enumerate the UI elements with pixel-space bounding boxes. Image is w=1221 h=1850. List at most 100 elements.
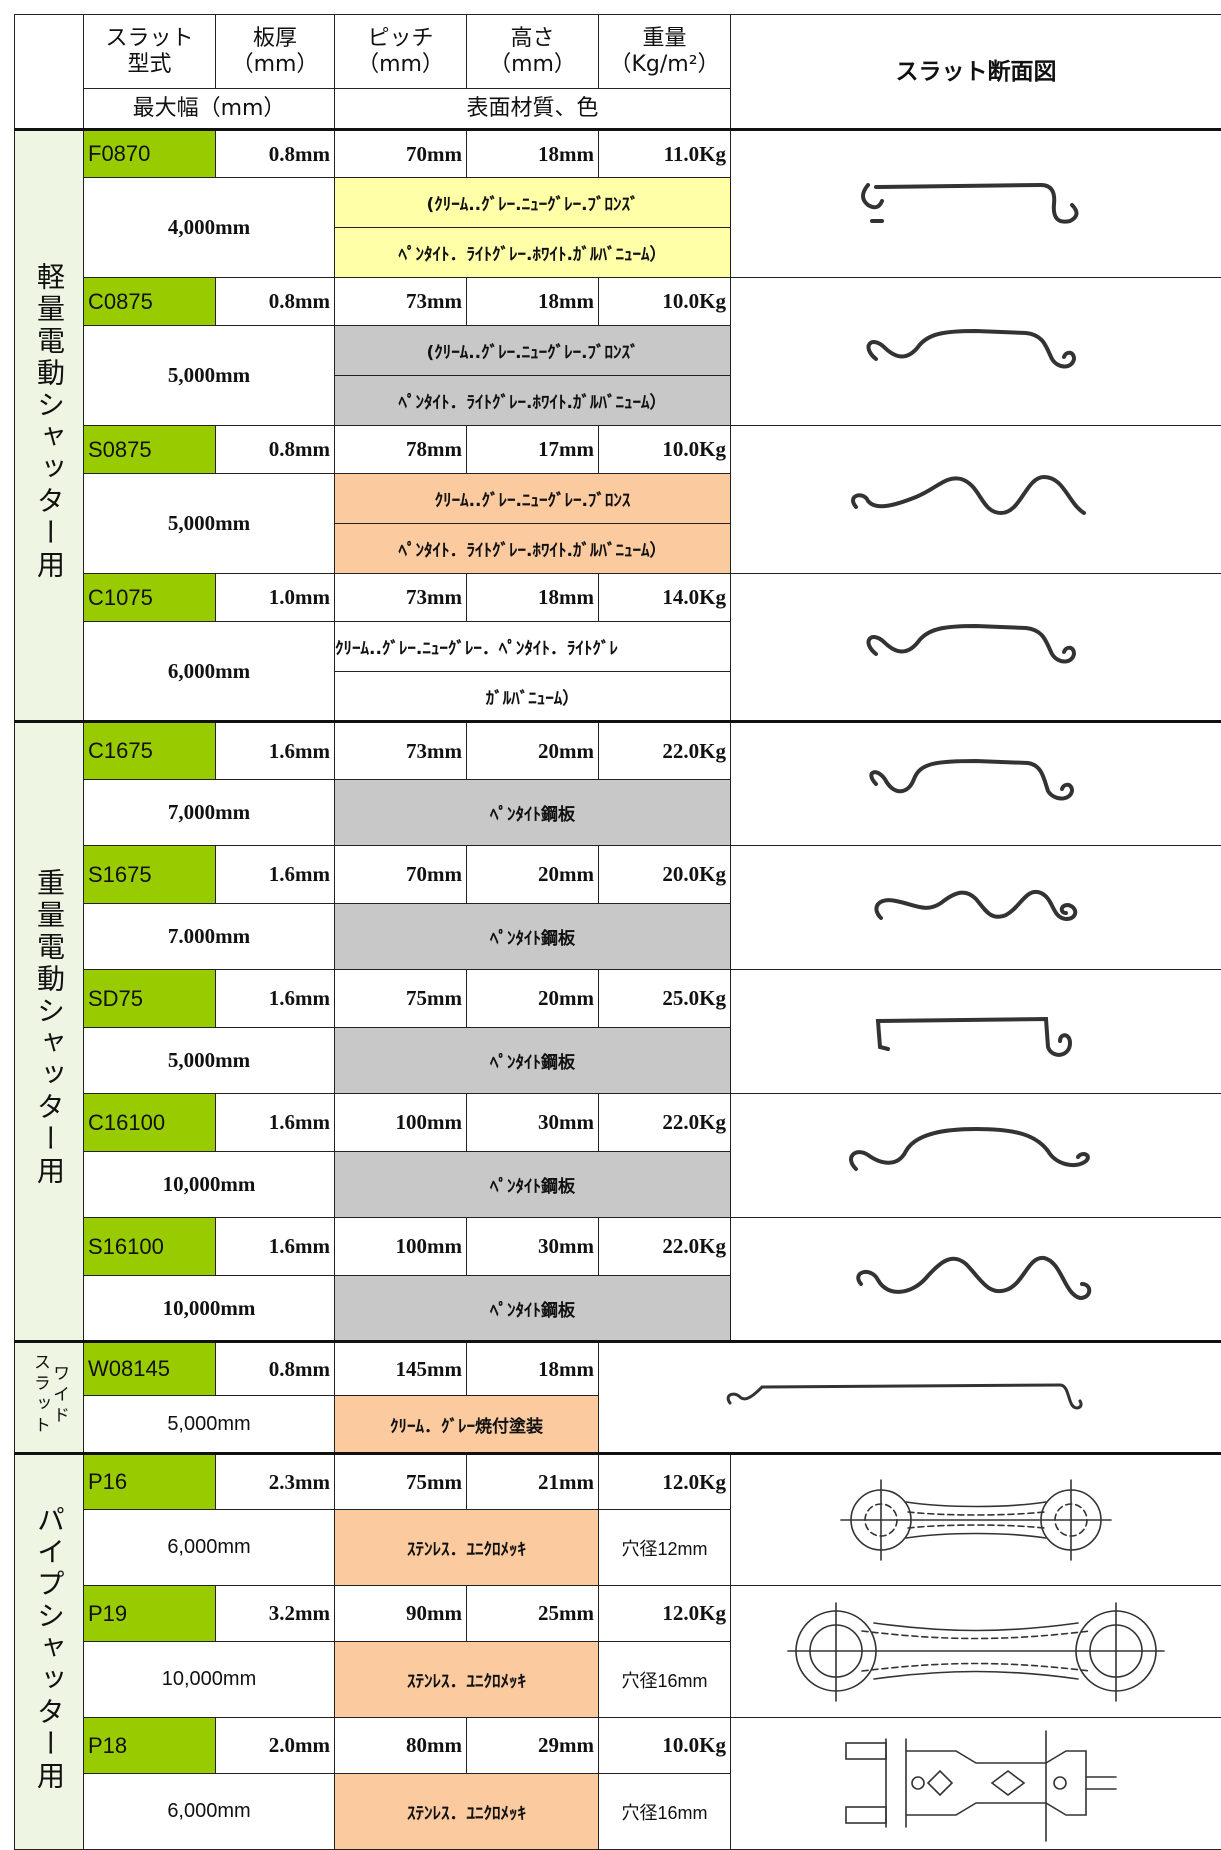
diagram-stroke: [886, 1739, 1086, 1827]
thickness-text: 0.8mm: [216, 426, 335, 474]
diagram-stroke: [851, 1129, 1088, 1169]
diagram-stroke: [868, 626, 1074, 662]
material-text: ｽﾃﾝﾚｽ．ﾕﾆｸﾛﾒｯｷ: [335, 1774, 599, 1850]
thickness-text: 0.8mm: [216, 278, 335, 326]
material-text: ﾍﾟﾝﾀｲﾄ鋼板: [335, 1152, 731, 1218]
max-width-text: 6,000mm: [84, 622, 335, 722]
height-text: 21mm: [467, 1454, 599, 1510]
diagram-cell: [731, 1218, 1221, 1342]
slat-diagram: [816, 739, 1136, 829]
model-text: S16100: [84, 1218, 216, 1276]
table-cell: 重量（Kg/m²）: [599, 15, 731, 89]
thickness-text: （mm）: [220, 52, 330, 78]
weight-text: 22.0Kg: [599, 722, 731, 780]
model-text: P16: [84, 1454, 216, 1510]
height-text: 25mm: [467, 1586, 599, 1642]
diagram-stroke: [928, 1771, 1024, 1795]
max-width-text: 5,000mm: [84, 326, 335, 426]
max-width-text: 10,000mm: [84, 1276, 335, 1342]
pitch-text: 73mm: [335, 574, 467, 622]
material-text: ﾍﾟﾝﾀｲﾄ鋼板: [335, 904, 731, 970]
pitch-text: 80mm: [335, 1718, 467, 1774]
max-width-text: 6,000mm: [84, 1510, 335, 1586]
height-text: 18mm: [467, 278, 599, 326]
label-text: 軽量電動シャッター用: [29, 262, 69, 582]
model-text: S0875: [84, 426, 216, 474]
max-width-text: 10,000mm: [84, 1152, 335, 1218]
pitch-text: 75mm: [335, 1454, 467, 1510]
model-text: C1675: [84, 722, 216, 780]
slat-diagram: [816, 1111, 1136, 1201]
slat-diagram: [700, 1363, 1120, 1433]
pitch-text: 78mm: [335, 426, 467, 474]
thickness-text: 1.6mm: [216, 1094, 335, 1152]
group-label-cell: ワイドスラット: [15, 1342, 84, 1454]
max-width-text: 最大幅（mm）: [84, 89, 335, 130]
height-text: 18mm: [467, 1342, 599, 1396]
weight-text: 22.0Kg: [599, 1218, 731, 1276]
max-width-text: 4,000mm: [84, 178, 335, 278]
weight-text: 重量: [603, 26, 726, 52]
height-text: 29mm: [467, 1718, 599, 1774]
model-text: C16100: [84, 1094, 216, 1152]
weight-text: 14.0Kg: [599, 574, 731, 622]
diagram-stroke: [846, 1807, 886, 1823]
pitch-text: 70mm: [335, 846, 467, 904]
group-label-cell: 軽量電動シャッター用: [15, 130, 84, 722]
height-text: 18mm: [467, 130, 599, 178]
height-text: 高さ: [471, 26, 594, 52]
pitch-text: 75mm: [335, 970, 467, 1028]
height-text: 18mm: [467, 574, 599, 622]
diagram-stroke: [912, 1777, 924, 1789]
slat-diagram: [816, 307, 1136, 397]
weight-text: 12.0Kg: [599, 1586, 731, 1642]
pitch-text: 73mm: [335, 722, 467, 780]
slat-diagram: [816, 159, 1136, 249]
diagram-stroke: [1054, 1777, 1066, 1789]
weight-text: 12.0Kg: [599, 1454, 731, 1510]
model-text: 型式: [88, 52, 211, 78]
thickness-text: 1.6mm: [216, 722, 335, 780]
pitch-text: 70mm: [335, 130, 467, 178]
diagram-stroke: [846, 1743, 886, 1759]
table-cell: [15, 15, 84, 130]
slat-diagram: [816, 1460, 1136, 1580]
height-text: 30mm: [467, 1218, 599, 1276]
material-text: ﾍﾟﾝﾀｲﾄ．ﾗｲﾄｸﾞﾚｰ.ﾎﾜｲﾄ.ｶﾞﾙﾊﾞﾆｭｰﾑ）: [335, 524, 731, 574]
material-text: ｸﾘｰﾑ．ｸﾞﾚｰ焼付塗装: [335, 1396, 599, 1454]
weight-text: 20.0Kg: [599, 846, 731, 904]
diagram-cell: [731, 1586, 1221, 1718]
diagram-cell: [731, 846, 1221, 970]
max-width-text: 6,000mm: [84, 1774, 335, 1850]
hole-text: 穴径16mm: [599, 1642, 731, 1718]
slat-diagram: [816, 455, 1136, 545]
table-cell: 高さ（mm）: [467, 15, 599, 89]
diagram-cell: [599, 1342, 1221, 1454]
diagram-stroke: [868, 331, 1074, 367]
diagram-cell: [731, 130, 1221, 278]
material-text: 表面材質、色: [335, 89, 731, 130]
weight-text: 10.0Kg: [599, 426, 731, 474]
diagram-cell: [731, 574, 1221, 722]
weight-text: （Kg/m²）: [603, 52, 726, 78]
label-text: スラット: [30, 1353, 50, 1437]
thickness-text: 0.8mm: [216, 1342, 335, 1396]
thickness-text: 3.2mm: [216, 1586, 335, 1642]
material-text: ﾍﾟﾝﾀｲﾄ鋼板: [335, 1276, 731, 1342]
thickness-text: 0.8mm: [216, 130, 335, 178]
height-text: 17mm: [467, 426, 599, 474]
thickness-text: 1.6mm: [216, 846, 335, 904]
diagram-stroke: [876, 891, 1075, 918]
thickness-text: 板厚: [220, 26, 330, 52]
diagram-cell: [731, 1094, 1221, 1218]
thickness-text: 1.6mm: [216, 970, 335, 1028]
thickness-text: 2.3mm: [216, 1454, 335, 1510]
pitch-text: 100mm: [335, 1218, 467, 1276]
